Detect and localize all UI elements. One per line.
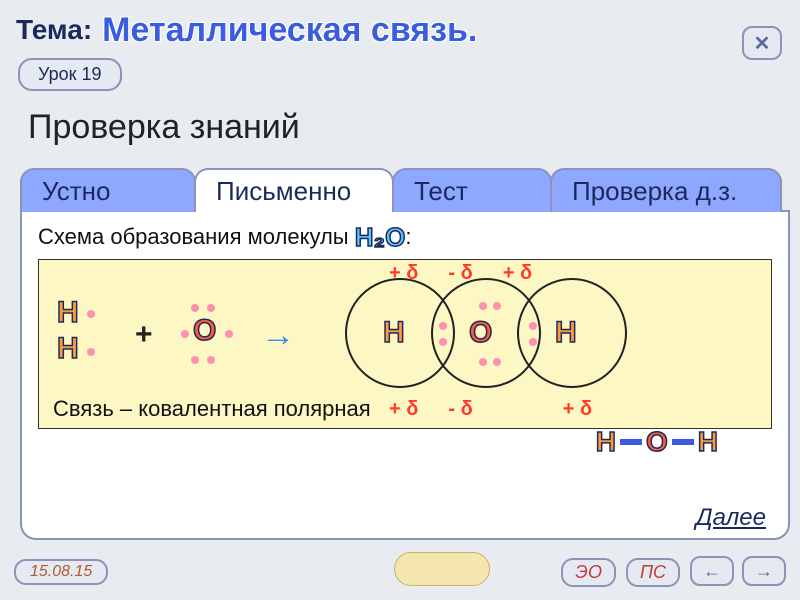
atom-o-bonded: O <box>469 316 492 350</box>
close-button[interactable]: ✕ <box>742 26 782 60</box>
atom-h-1: H <box>57 296 79 330</box>
tab-homework[interactable]: Проверка д.з. <box>550 168 782 212</box>
close-icon: ✕ <box>754 31 771 56</box>
molecule-formula: H₂O <box>355 222 406 253</box>
chevron-left-icon: ← <box>703 561 721 582</box>
index-oval <box>394 552 490 586</box>
section-title: Проверка знаний <box>28 108 300 147</box>
delta-charges-bottom: + δ - δ + δ <box>389 398 592 421</box>
electron-dot <box>225 330 233 338</box>
next-link[interactable]: Далее <box>696 504 766 532</box>
plus-icon: + <box>135 318 153 352</box>
eo-button[interactable]: ЭО <box>561 558 616 587</box>
tab-bar: Устно Письменно Тест Проверка д.з. <box>20 168 790 212</box>
electron-dot <box>439 338 447 346</box>
prev-button[interactable]: ← <box>690 556 734 586</box>
tab-test[interactable]: Тест <box>392 168 552 212</box>
tab-written[interactable]: Письменно <box>194 168 394 212</box>
atom-h-bonded-1: H <box>383 316 405 350</box>
electron-dot <box>191 304 199 312</box>
electron-dot <box>87 348 95 356</box>
electron-dot <box>479 302 487 310</box>
electron-dot <box>529 338 537 346</box>
electron-dot <box>493 358 501 366</box>
structural-formula: H O H <box>596 426 718 458</box>
nav-arrows: ← → <box>690 556 786 586</box>
bond-type-label: Связь – ковалентная полярная <box>53 396 371 422</box>
electron-dot <box>207 304 215 312</box>
tab-oral[interactable]: Устно <box>20 168 196 212</box>
next-button[interactable]: → <box>742 556 786 586</box>
topic-label: Тема: <box>16 14 92 46</box>
arrow-icon: → <box>261 316 295 355</box>
content-panel: Схема образования молекулы H₂O: H H + O … <box>20 210 790 540</box>
date-pill: 15.08.15 <box>14 559 108 585</box>
atom-h-bonded-2: H <box>555 316 577 350</box>
chevron-right-icon: → <box>755 561 773 582</box>
electron-dot <box>439 322 447 330</box>
footer-bar: 15.08.15 ЭО ПС ← → <box>0 552 800 592</box>
electron-dot <box>529 322 537 330</box>
bond-line <box>620 439 642 445</box>
atom-h-2: H <box>57 332 79 366</box>
electron-dot <box>479 358 487 366</box>
scheme-prefix: Схема образования молекулы <box>38 224 349 249</box>
topic-title: Металлическая связь. <box>102 11 477 50</box>
bond-line <box>672 439 694 445</box>
scheme-caption: Схема образования молекулы H₂O: <box>38 222 772 253</box>
atom-o: O <box>193 314 216 348</box>
electron-dot <box>191 356 199 364</box>
electron-dot <box>493 302 501 310</box>
electron-dot <box>207 356 215 364</box>
ps-button[interactable]: ПС <box>626 558 680 587</box>
bond-diagram: H H + O → + δ - δ + δ H O H <box>38 259 772 429</box>
electron-dot <box>87 310 95 318</box>
lesson-pill: Урок 19 <box>18 58 122 91</box>
electron-dot <box>181 330 189 338</box>
